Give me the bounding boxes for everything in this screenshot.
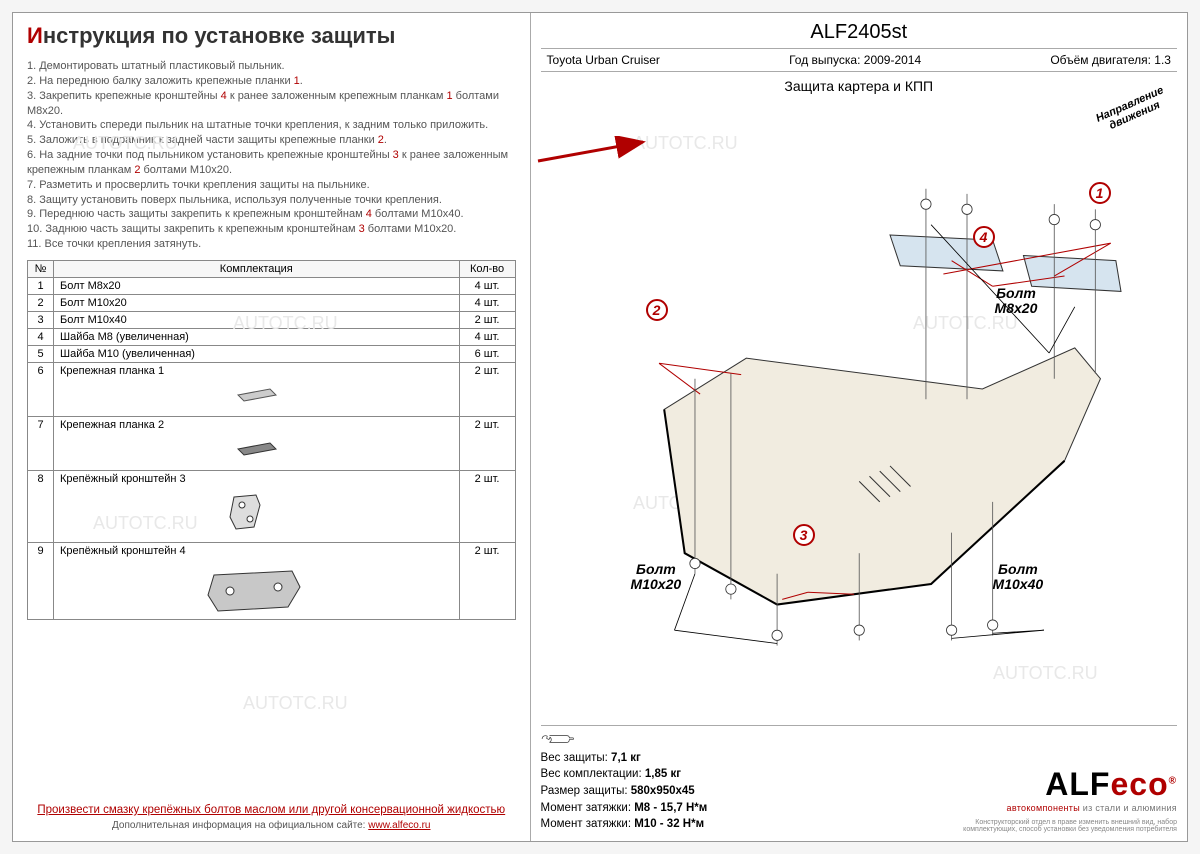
assembly-diagram: Направлениедвижения	[541, 94, 1177, 725]
table-row: 4Шайба М8 (увеличенная)4 шт.	[28, 328, 516, 345]
parts-table: № Комплектация Кол-во 1Болт М8х204 шт.2Б…	[27, 260, 516, 620]
spec-line: Момент затяжки: М8 - 15,7 Н*м	[541, 800, 947, 817]
spec-line: Вес комплектации: 1,85 кг	[541, 766, 947, 783]
bolt-label: БолтМ10х20	[631, 562, 682, 591]
callout-4: 4	[973, 226, 995, 248]
col-qty: Кол-во	[459, 260, 515, 277]
fineprint: Конструкторский отдел в праве изменить в…	[947, 819, 1177, 833]
meta-engine: Объём двигателя: 1.3	[1050, 53, 1171, 67]
brand-tagline: автокомпоненты из стали и алюминия	[947, 803, 1177, 813]
meta-model: Toyota Urban Cruiser	[547, 53, 660, 67]
left-panel: Инструкция по установке защиты 1. Демонт…	[13, 13, 530, 841]
callout-1: 1	[1089, 182, 1111, 204]
meta-year: Год выпуска: 2009-2014	[789, 53, 921, 67]
direction-arrow-icon	[533, 136, 1169, 767]
table-row: 6Крепежная планка 12 шт.	[28, 362, 516, 416]
table-row: 2Болт М10х204 шт.	[28, 294, 516, 311]
col-name: Комплектация	[54, 260, 460, 277]
table-row: 7Крепежная планка 22 шт.	[28, 416, 516, 470]
bolt-label: БолтМ8х20	[995, 286, 1038, 315]
table-row: 9Крепёжный кронштейн 42 шт.	[28, 542, 516, 619]
brand-logo: ALFeco®	[947, 766, 1177, 803]
spec-line: Момент затяжки: М10 - 32 Н*м	[541, 816, 947, 833]
table-row: 1Болт М8х204 шт.	[28, 277, 516, 294]
table-row: 5Шайба М10 (увеличенная)6 шт.	[28, 345, 516, 362]
spec-line: Размер защиты: 580х950х45	[541, 783, 947, 800]
instruction-steps: 1. Демонтировать штатный пластиковый пыл…	[27, 59, 516, 252]
bolt-label: БолтМ10х40	[993, 562, 1044, 591]
col-num: №	[28, 260, 54, 277]
meta-row: Toyota Urban Cruiser Год выпуска: 2009-2…	[541, 49, 1177, 72]
right-panel: ALF2405st Toyota Urban Cruiser Год выпус…	[530, 13, 1187, 841]
subtitle: Защита картера и КПП	[541, 78, 1177, 94]
table-row: 3Болт М10х402 шт.	[28, 311, 516, 328]
product-code: ALF2405st	[541, 21, 1177, 49]
table-row: 8Крепёжный кронштейн 32 шт.	[28, 470, 516, 542]
callout-3: 3	[793, 524, 815, 546]
site-link[interactable]: www.alfeco.ru	[368, 820, 430, 831]
lubrication-note: Произвести смазку крепёжных болтов масло…	[27, 804, 516, 816]
page-title: Инструкция по установке защиты	[27, 23, 516, 49]
callout-2: 2	[646, 299, 668, 321]
instruction-sheet: AUTOTC.RU AUTOTC.RU AUTOTC.RU AUTOTC.RU …	[12, 12, 1188, 842]
logo-block: ALFeco® автокомпоненты из стали и алюмин…	[947, 766, 1177, 833]
site-note: Дополнительная информация на официальном…	[27, 820, 516, 831]
